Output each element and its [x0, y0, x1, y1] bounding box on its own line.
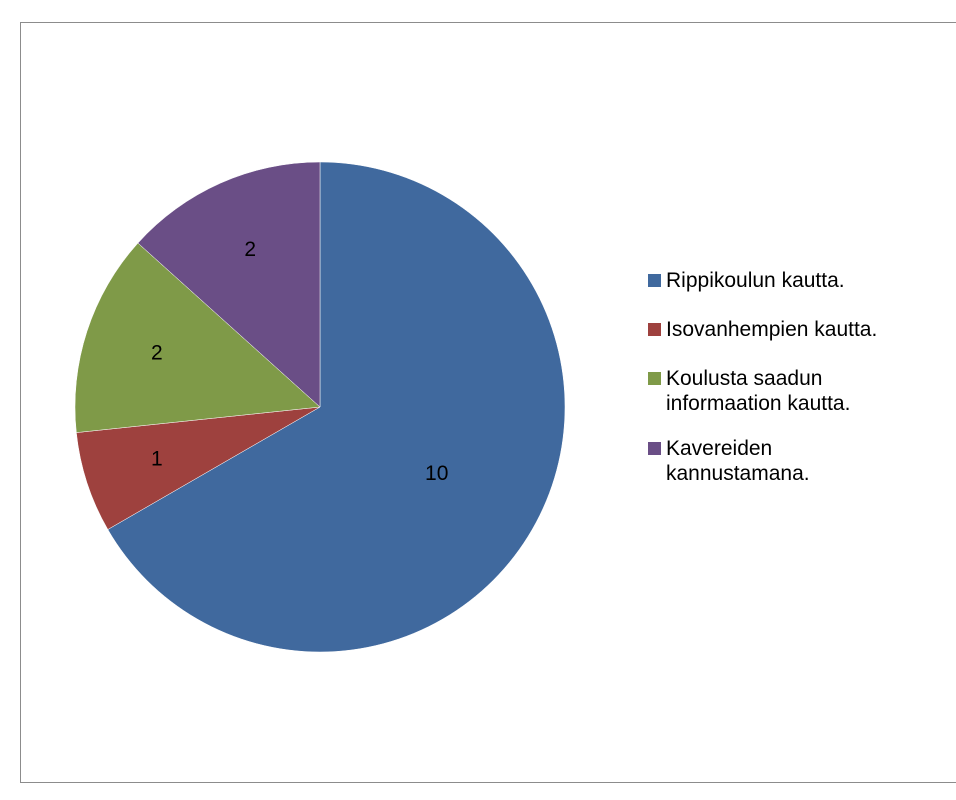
legend-item: Koulusta saadun informaation kautta. [644, 366, 881, 416]
legend-item: Isovanhempien kautta. [644, 317, 946, 342]
chart-frame [20, 22, 956, 783]
legend-swatch [648, 442, 661, 455]
data-label: 2 [244, 238, 256, 261]
pie-slice [137, 161, 321, 408]
legend-label: Isovanhempien kautta. [666, 318, 878, 341]
legend-swatch [648, 323, 661, 336]
data-label: 2 [151, 342, 163, 365]
legend: Rippikoulun kautta. Isovanhempien kautta.… [644, 268, 946, 506]
legend-label: Koulusta saadun informaation kautta. [666, 367, 851, 415]
data-label: 10 [425, 462, 448, 485]
legend-label: Rippikoulun kautta. [666, 269, 845, 292]
legend-swatch [648, 274, 661, 287]
data-label: 1 [151, 448, 163, 471]
pie-slice [107, 161, 566, 653]
legend-label: Kavereiden kannustamana. [666, 437, 810, 485]
pie-slice [74, 242, 321, 433]
legend-item: Rippikoulun kautta. [644, 268, 946, 293]
legend-swatch [648, 372, 661, 385]
legend-item: Kavereiden kannustamana. [644, 436, 881, 486]
